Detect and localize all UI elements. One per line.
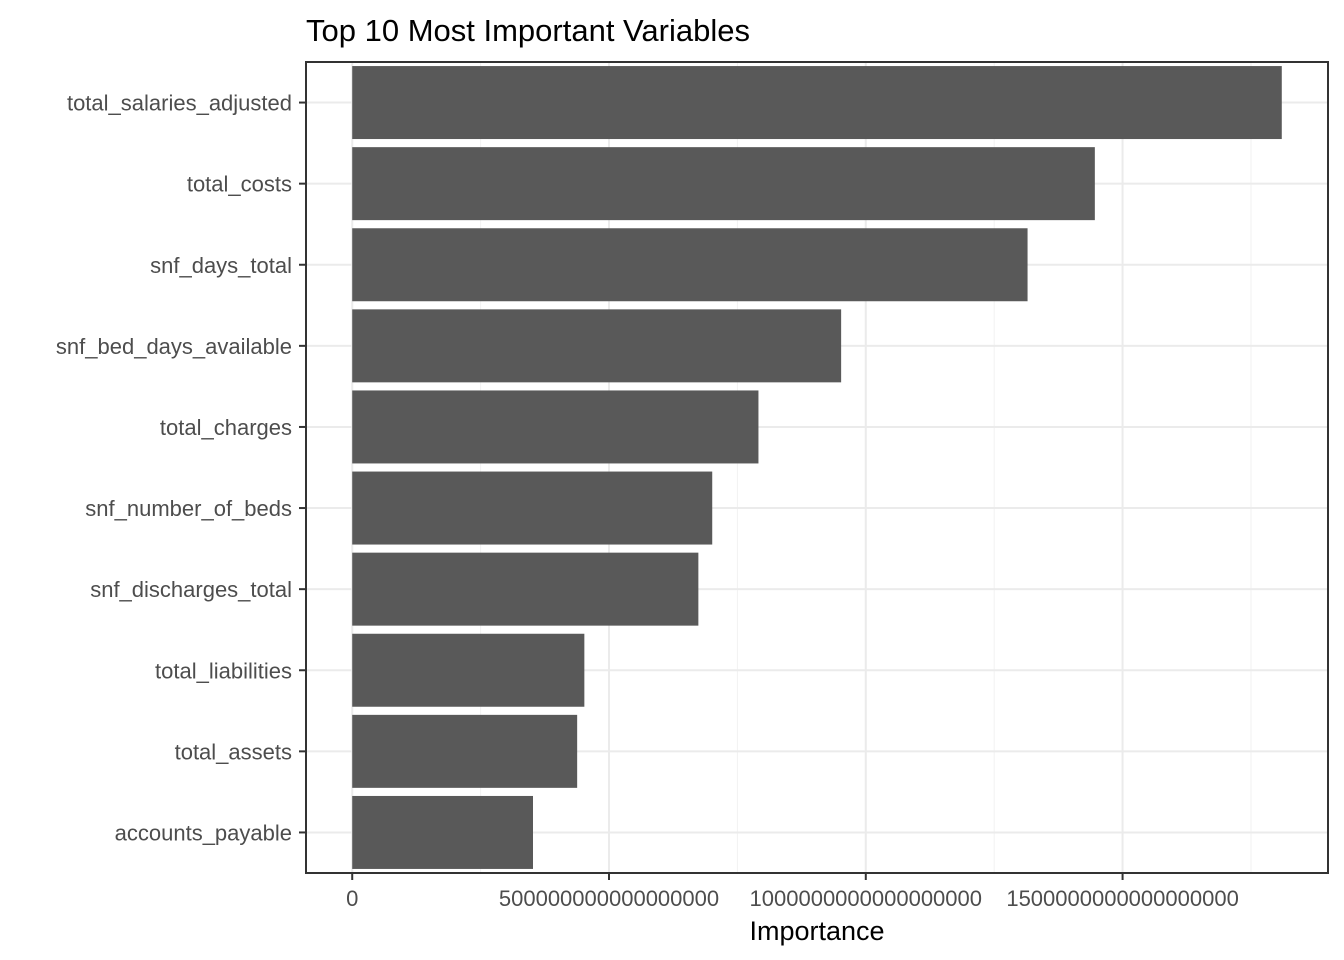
y-axis: total_salaries_adjusted total_costs snf_da… <box>56 91 306 845</box>
y-tick-label: total_assets <box>175 739 292 764</box>
x-axis-title: Importance <box>749 916 884 946</box>
bar-snf_discharges_total <box>352 552 699 626</box>
bar-snf_number_of_beds <box>352 471 713 545</box>
y-tick-label: total_salaries_adjusted <box>67 91 292 116</box>
chart-title: Top 10 Most Important Variables <box>306 13 750 48</box>
x-axis: 0 500000000000000000 1000000000000000000 15… <box>346 873 1239 911</box>
x-tick-label: 1000000000000000000 <box>750 886 982 911</box>
y-tick-label: total_liabilities <box>155 658 292 683</box>
bar-snf_days_total <box>352 228 1028 302</box>
y-tick-label: total_charges <box>160 415 292 440</box>
y-tick-label: snf_days_total <box>150 253 292 278</box>
bar-total_assets <box>352 714 578 788</box>
bar-total_charges <box>352 390 759 464</box>
y-tick-label: snf_discharges_total <box>90 577 292 602</box>
bars <box>352 66 1282 869</box>
y-tick-label: snf_number_of_beds <box>85 496 292 521</box>
bar-total_liabilities <box>352 633 585 707</box>
x-tick-label: 0 <box>346 886 358 911</box>
x-tick-label: 500000000000000000 <box>499 886 719 911</box>
panel-border <box>305 61 1329 874</box>
bar-accounts_payable <box>352 795 533 869</box>
bar-total_costs <box>352 147 1095 221</box>
bar-total_salaries_adjusted <box>352 66 1282 140</box>
x-tick-label: 1500000000000000000 <box>1006 886 1238 911</box>
y-tick-label: total_costs <box>187 172 292 197</box>
bar-snf_bed_days_available <box>352 309 842 383</box>
y-tick-label: snf_bed_days_available <box>56 334 292 359</box>
y-tick-label: accounts_payable <box>115 820 292 845</box>
